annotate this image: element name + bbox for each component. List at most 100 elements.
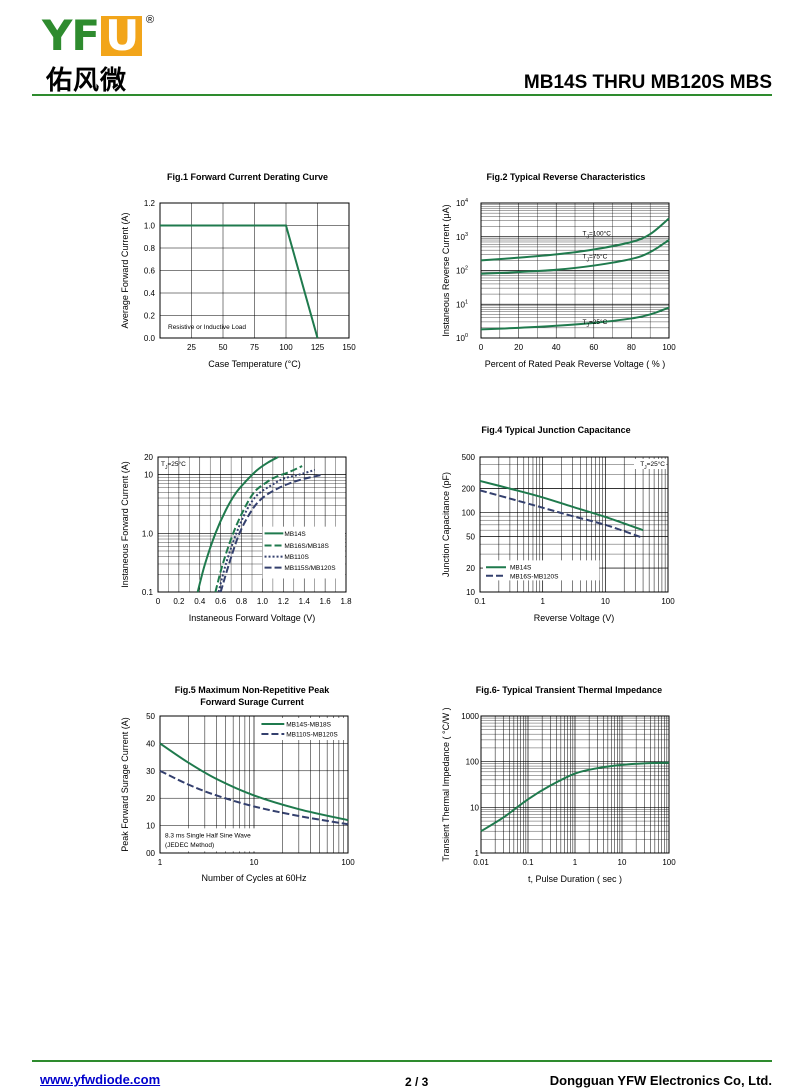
fig4-x-tick: 0.1 [474,597,486,606]
fig5-annotation2: (JEDEC Method) [165,842,214,849]
fig1-x-tick: 25 [187,343,196,352]
fig4-x-tick: 10 [601,597,610,606]
company-logo: YF U ® 佑风微 [42,11,162,97]
fig4-x-label: Reverse Voltage (V) [534,613,615,623]
fig5-x-tick: 100 [341,858,355,867]
fig2-x-tick: 0 [479,343,484,352]
footer-website-link[interactable]: www.yfwdiode.com [40,1072,161,1087]
fig3-frame [157,456,347,593]
header-rule [32,94,772,96]
fig4-legend-label: MB14S [510,565,532,572]
fig3-legend-label: MB110S [284,554,309,561]
fig2-x-tick: 40 [552,343,561,352]
fig4-y-tick: 20 [466,564,475,573]
fig1-derating-curve [160,224,319,339]
fig3-series-2 [214,465,303,593]
fig1-title: Fig.1 Forward Current Derating Curve [167,172,328,182]
fig1-y-tick: 0.4 [144,289,156,298]
fig3-y-tick: 0.1 [142,588,154,597]
fig6-title: Fig.6- Typical Transient Thermal Impedan… [476,685,662,695]
fig5-annotation-bg [163,828,265,852]
fig2-x-label: Percent of Rated Peak Reverse Voltage ( … [485,359,666,369]
fig6-y-label: Transient Thermal Impedance ( °C/W ) [441,707,451,861]
fig1-y-tick: 0.2 [144,312,156,321]
fig5-x-tick: 1 [158,858,163,867]
fig3-x-tick: 1.4 [299,597,311,606]
fig3-x-tick: 0.8 [236,597,248,606]
fig1-y-label: Average Forward Current (A) [120,213,130,329]
fig2-y-tick: 104 [456,198,468,208]
fig6-y-tick: 1000 [461,712,479,721]
footer-company-name: Dongguan YFW Electronics Co, Ltd. [549,1073,772,1088]
fig2-frame [480,202,670,339]
fig2-series-label: TJ=100°C [583,229,612,240]
fig1-annotation: Resistive or Inductive Load [168,324,246,331]
fig4-x-tick: 100 [661,597,675,606]
fig1-x-label: Case Temperature (°C) [208,359,300,369]
fig3-legend-label: MB14S [284,531,306,538]
fig4-y-label: Junction Capacitance (pF) [441,472,451,577]
fig2-chart: 0 20 40 60 80 100 100 101 102 103 104 TJ=100°C TJ=75… [441,172,676,369]
fig5-y-tick: 40 [146,739,155,748]
fig4-series-2 [479,489,644,539]
fig6-x-tick: 100 [662,858,676,867]
fig6-y-tick: 10 [470,803,479,812]
fig4-y-tick: 100 [462,509,476,518]
fig1-y-tick: 0.6 [144,267,156,276]
fig6-frame [480,715,670,854]
fig5-y-tick: 00 [146,849,155,858]
fig3-x-tick: 0.6 [215,597,227,606]
fig3-annotation: TJ=25°C [161,460,186,471]
fig6-series-1 [480,761,670,833]
fig1-x-tick: 75 [250,343,259,352]
fig2-title: Fig.2 Typical Reverse Characteristics [487,172,646,182]
fig2-y-tick: 101 [456,299,468,309]
fig6-x-label: t, Pulse Duration ( sec ) [528,874,622,884]
fig2-y-tick: 100 [456,333,468,343]
fig1-x-tick: 125 [311,343,325,352]
fig1-y-tick: 0.0 [144,334,156,343]
fig5-title2: Forward Surage Current [200,697,304,707]
fig3-y-tick: 10 [144,471,153,480]
fig2-y-tick: 102 [456,266,468,276]
fig1-chart: 25 50 75 100 125 150 0.0 0.2 0.4 0.6 0.8 1.0 1.2 Resi… [120,172,356,369]
fig1-y-tick: 1.2 [144,199,156,208]
fig4-series-1 [479,479,644,532]
fig2-x-tick: 60 [589,343,598,352]
fig4-frame [479,456,669,593]
fig4-y-tick: 500 [462,453,476,462]
fig2-x-tick: 100 [662,343,676,352]
fig6-chart: 0.01 0.1 1 10 100 1 10 100 1000 t, Pulse Duration… [441,685,676,884]
document-title: MB14S THRU MB120S MBS [523,72,772,93]
logo-chinese-name: 佑风微 [46,66,128,96]
fig3-x-tick: 0.2 [173,597,185,606]
fig4-chart: 0.1 1 10 100 10 20 50 100 200 500 MB14SMB16S-MB120… [441,425,675,623]
fig1-x-tick: 50 [219,343,228,352]
fig3-x-tick: 0.4 [194,597,206,606]
fig3-chart: 0 0.2 0.4 0.6 0.8 1.0 1.2 1.4 1.6 1.8 0.1 1.0 10 20 MB… [120,453,352,623]
fig3-y-tick: 20 [144,453,153,462]
fig5-y-tick: 30 [146,767,155,776]
fig4-annotation-bg [634,459,666,469]
fig3-x-tick: 1.6 [320,597,332,606]
logo-letters-yf: YF [42,11,100,60]
fig3-x-tick: 0 [156,597,161,606]
fig4-y-tick: 200 [462,485,476,494]
fig5-legend-label: MB14S-MB18S [286,722,331,729]
fig4-legend-box [483,560,600,581]
fig1-x-tick: 100 [279,343,293,352]
fig3-x-tick: 1.8 [340,597,352,606]
fig6-x-tick: 0.1 [522,858,534,867]
fig5-series-1 [159,742,349,822]
fig5-y-tick: 20 [146,794,155,803]
fig6-y-tick: 1 [475,849,480,858]
fig3-legend-box [262,526,346,579]
fig5-title: Fig.5 Maximum Non-Repetitive Peak [175,685,331,695]
fig2-series-label: TJ=25°C [583,318,608,329]
fig3-y-tick: 1.0 [142,529,154,538]
page-number: 2 / 3 [405,1075,429,1089]
fig3-legend-label: MB16S/MB18S [284,543,329,550]
fig4-title: Fig.4 Typical Junction Capacitance [481,425,630,435]
fig1-x-tick: 150 [342,343,356,352]
